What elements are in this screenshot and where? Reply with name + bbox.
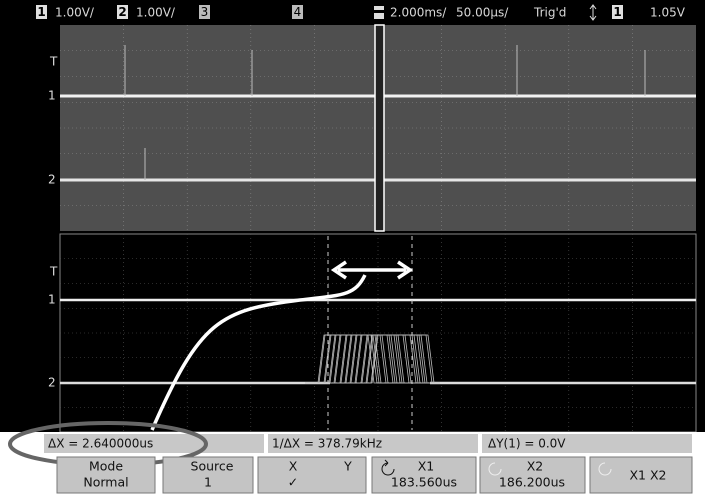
softkey-value: 1 (204, 475, 212, 490)
trigger-marker: T (49, 55, 58, 69)
ch2-marker: 2 (48, 376, 56, 390)
ch2-label: 2 (118, 5, 126, 19)
ch3-label: 3 (201, 5, 209, 19)
trigger-source: 1 (613, 5, 621, 19)
softkey-title: X1 X2 (629, 468, 666, 483)
ch2-marker: 2 (48, 173, 56, 187)
softkey-value: 183.560us (391, 475, 457, 490)
ch1-label: 1 (37, 5, 45, 19)
trigger-level: 1.05V (650, 6, 686, 20)
ch1-marker: 1 (48, 293, 56, 307)
softkey-title: X (289, 459, 298, 474)
zoom-icon (374, 13, 384, 19)
softkey-value: 186.200us (499, 475, 565, 490)
zoom-timebase: 50.00µs/ (456, 6, 509, 20)
inverse-delta-x: 1/ΔX = 378.79kHz (272, 437, 382, 451)
ch1-scale: 1.00V/ (55, 6, 95, 20)
delta-y: ΔY(1) = 0.0V (488, 437, 566, 451)
zoom-icon (374, 6, 384, 10)
trigger-marker: T (49, 265, 58, 279)
softkey-title: Mode (89, 459, 123, 474)
softkey-title: X2 (527, 459, 544, 474)
ch1-marker: 1 (48, 89, 56, 103)
ch4-label: 4 (294, 5, 302, 19)
softkey-title: X1 (418, 459, 435, 474)
ch2-scale: 1.00V/ (136, 6, 176, 20)
oscilloscope-screen: 1 1.00V/ 2 1.00V/ 3 4 2.000ms/ 50.00µs/ … (0, 0, 705, 495)
softkey-row: Mode Normal Source 1 X Y ✓ X1 183.560us … (57, 457, 692, 493)
softkey-value: Normal (83, 475, 128, 490)
delta-x: ΔX = 2.640000us (48, 437, 153, 451)
softkey-title: Source (191, 459, 234, 474)
timebase: 2.000ms/ (390, 6, 447, 20)
trigger-status: Trig'd (533, 6, 566, 20)
zoom-region (375, 25, 384, 231)
softkey-value: ✓ (288, 475, 298, 490)
softkey-second: Y (343, 459, 352, 474)
